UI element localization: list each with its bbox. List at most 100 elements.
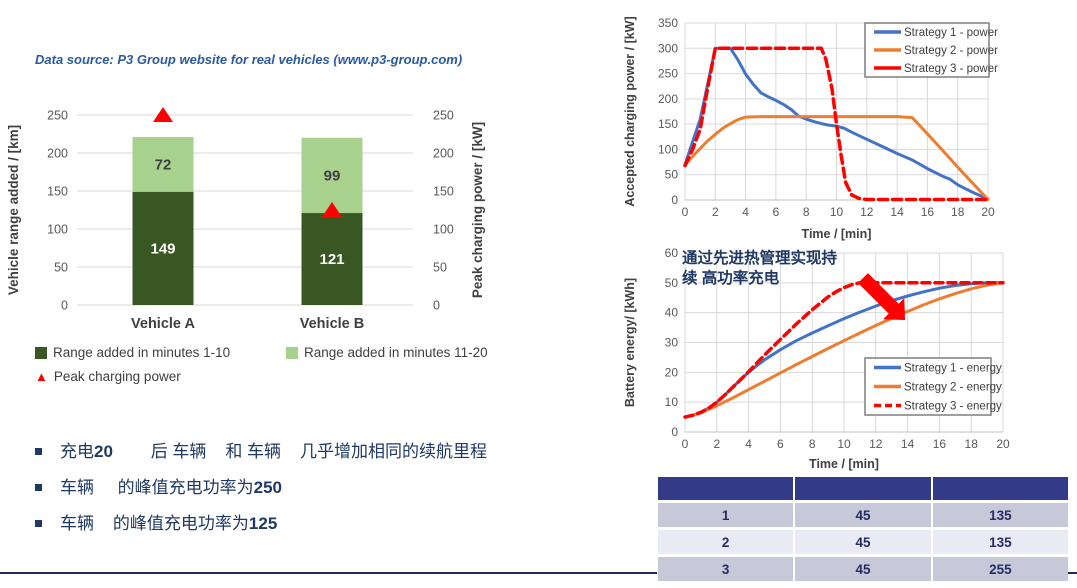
bar-vehicle-b-minutes-1-10: [301, 213, 363, 305]
y-axis-label-left: Vehicle range added / [km]: [6, 125, 21, 295]
charging-power-line-chart: 0 2 4 6 8 10 12 14 16 18 20050100150200250300350Ac…: [623, 16, 998, 241]
bar-legend-item-peak-power: ▲ Peak charging power: [35, 369, 181, 384]
y-axis-tick: 40: [665, 306, 679, 320]
annotation-arrow-icon: [858, 273, 905, 320]
y-axis-label-right: Peak charging power / [kW]: [470, 122, 485, 298]
bar-vehicle-a-minutes-1-10: [132, 191, 194, 305]
y-axis-tick: 350: [658, 16, 678, 30]
category-label: Vehicle B: [300, 316, 364, 332]
results-table: 1 45 135 2 45 135 3 45 255: [656, 474, 1070, 584]
x-axis-label: Time / [min]: [809, 457, 879, 471]
bullet-text-segment: 20: [94, 442, 113, 461]
y-axis-tick: 10: [665, 395, 679, 409]
table-cell: 255: [932, 557, 1068, 581]
bullet-list: 充电20 后 车辆 和 车辆 几乎增加相同的续航里程车辆 的峰值充电功率为250…: [28, 441, 487, 549]
y-axis-tick-right: 100: [433, 223, 454, 237]
x-axis-label: Time / [min]: [802, 227, 872, 241]
x-axis-tick: 14: [901, 437, 915, 451]
x-axis-tick: 18: [965, 437, 979, 451]
x-axis-tick: 12: [860, 205, 874, 219]
bar-legend-label: Peak charging power: [53, 369, 181, 384]
x-axis-tick: 20: [996, 437, 1010, 451]
table-cell: 135: [932, 503, 1068, 527]
table-cell: 2: [658, 530, 794, 554]
table-row: 1 45 135: [658, 503, 1068, 527]
table-cell: 3: [658, 557, 794, 581]
x-axis-tick: 0: [682, 437, 689, 451]
bar-value-label: 72: [155, 156, 172, 173]
table-cell: 45: [795, 503, 931, 527]
legend-label: Strategy 1 - power: [904, 27, 998, 39]
bottom-divider-line-right: [1068, 572, 1077, 574]
table-cell: 1: [658, 503, 794, 527]
y-axis-tick-left: 200: [47, 147, 68, 161]
y-axis-tick-right: 250: [433, 109, 454, 123]
y-axis-tick: 60: [665, 246, 679, 260]
light-green-swatch-icon: [286, 346, 298, 359]
y-axis-tick-right: 150: [433, 185, 454, 199]
table-header-row: [658, 477, 1068, 500]
x-axis-tick: 18: [951, 205, 965, 219]
y-axis-tick: 50: [665, 276, 679, 290]
y-axis-tick: 20: [665, 365, 679, 379]
results-table-header: [658, 477, 1068, 500]
x-axis-tick: 0: [682, 205, 689, 219]
bar-legend-item-range-11-20: Range added in minutes 11-20: [286, 345, 488, 360]
x-axis-tick: 12: [869, 437, 883, 451]
y-axis-label: Battery energy/ [kWh]: [623, 278, 637, 407]
table-header-cell: [932, 477, 1068, 500]
red-triangle-icon: ▲: [35, 368, 48, 384]
y-axis-tick-left: 100: [47, 223, 68, 237]
y-axis-tick: 100: [658, 142, 678, 156]
vehicle-range-bar-chart: 0 0 50 50 100 100 150 150 200 200 250 250 149 72 Vehic…: [6, 107, 485, 332]
bar-legend-item-range-1-10: Range added in minutes 1-10: [35, 345, 230, 360]
bullet-text-segment: 车辆 的峰值充电功率为: [60, 478, 254, 497]
annotation-line: 通过先进热管理实现持: [682, 250, 838, 267]
x-axis-tick: 6: [773, 205, 780, 219]
bullet-item: 充电20 后 车辆 和 车辆 几乎增加相同的续航里程: [28, 441, 487, 462]
y-axis-tick-left: 0: [61, 299, 68, 313]
peak-power-marker-vehicle-b: [322, 202, 342, 217]
strategy-3-energy-line: [683, 281, 1005, 419]
category-label: Vehicle A: [131, 316, 195, 332]
strategy-2-energy-line: [683, 281, 1005, 419]
legend-label: Strategy 3 - power: [904, 63, 998, 75]
legend-label: Strategy 1 - energy: [904, 363, 1002, 375]
y-axis-tick-left: 50: [54, 261, 68, 275]
bar-legend-label: Range added in minutes 11-20: [304, 345, 488, 360]
thermal-management-annotation: 通过先进热管理实现持续 高功率充电: [682, 249, 837, 289]
table-cell: 45: [795, 557, 931, 581]
y-axis-tick: 30: [665, 336, 679, 350]
y-axis-tick: 300: [658, 41, 678, 55]
y-axis-tick: 150: [658, 117, 678, 131]
y-axis-tick: 200: [658, 92, 678, 106]
table-cell: 135: [932, 530, 1068, 554]
strategy-3-power-line: [683, 46, 990, 202]
bottom-divider-line: [0, 572, 657, 574]
bar-legend-label: Range added in minutes 1-10: [53, 345, 231, 360]
legend-label: Strategy 3 - energy: [904, 401, 1002, 413]
strategy-2-power-line: [683, 115, 990, 201]
peak-power-marker-vehicle-a: [153, 107, 173, 122]
table-row: 3 45 255: [658, 557, 1068, 581]
data-source-note: Data source: P3 Group website for real v…: [35, 52, 463, 67]
y-axis-tick: 50: [665, 168, 679, 182]
x-axis-tick: 10: [837, 437, 851, 451]
y-axis-tick: 250: [658, 67, 678, 81]
legend-label: Strategy 2 - power: [904, 45, 998, 57]
y-axis-tick-right: 200: [433, 147, 454, 161]
bullet-text-segment: 250: [253, 478, 282, 497]
dark-green-swatch-icon: [35, 346, 47, 359]
table-header-cell: [658, 477, 794, 500]
bullet-text-segment: 后 车辆 和 车辆 几乎增加相同的续航里程: [112, 442, 487, 461]
bar-vehicle-a-minutes-11-20: [132, 137, 194, 192]
results-table-body: 1 45 135 2 45 135 3 45 255: [658, 503, 1068, 581]
x-axis-tick: 16: [921, 205, 935, 219]
battery-energy-line-chart: 0 2 4 6 8 10 12 14 16 18 20 0 10 20 30 40 50 60 Battery en…: [623, 246, 1010, 471]
y-axis-tick-right: 50: [433, 261, 447, 275]
x-axis-tick: 14: [890, 205, 904, 219]
x-axis-tick: 2: [712, 205, 719, 219]
legend-label: Strategy 2 - energy: [904, 382, 1002, 394]
y-axis-tick: 0: [671, 193, 678, 207]
table-header-cell: [795, 477, 931, 500]
